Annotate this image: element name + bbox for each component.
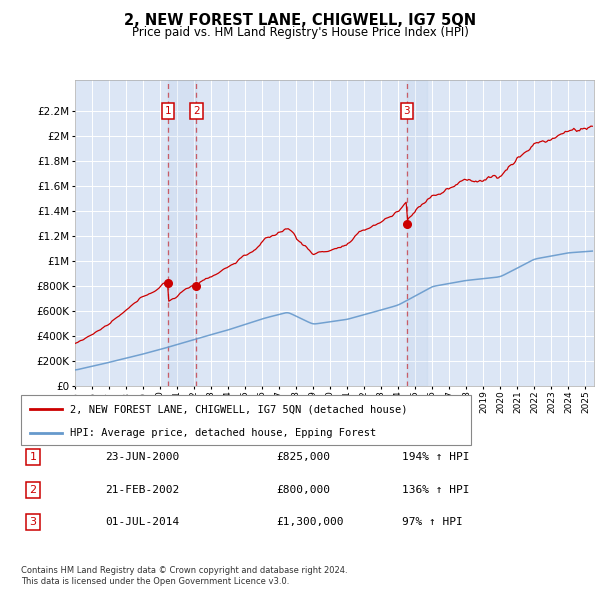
Text: 2, NEW FOREST LANE, CHIGWELL, IG7 5QN (detached house): 2, NEW FOREST LANE, CHIGWELL, IG7 5QN (d… — [71, 404, 408, 414]
Text: Contains HM Land Registry data © Crown copyright and database right 2024.: Contains HM Land Registry data © Crown c… — [21, 566, 347, 575]
Text: £800,000: £800,000 — [276, 485, 330, 494]
Text: £1,300,000: £1,300,000 — [276, 517, 343, 527]
Text: HPI: Average price, detached house, Epping Forest: HPI: Average price, detached house, Eppi… — [71, 428, 377, 438]
Text: 2: 2 — [193, 106, 200, 116]
Text: 3: 3 — [404, 106, 410, 116]
FancyBboxPatch shape — [21, 395, 471, 445]
Text: 2, NEW FOREST LANE, CHIGWELL, IG7 5QN: 2, NEW FOREST LANE, CHIGWELL, IG7 5QN — [124, 13, 476, 28]
Text: 21-FEB-2002: 21-FEB-2002 — [105, 485, 179, 494]
Text: 01-JUL-2014: 01-JUL-2014 — [105, 517, 179, 527]
Text: 194% ↑ HPI: 194% ↑ HPI — [402, 453, 470, 462]
Text: 3: 3 — [29, 517, 37, 527]
Text: 2: 2 — [29, 485, 37, 494]
Bar — [168, 80, 196, 386]
Text: 23-JUN-2000: 23-JUN-2000 — [105, 453, 179, 462]
Text: 1: 1 — [165, 106, 172, 116]
Text: £825,000: £825,000 — [276, 453, 330, 462]
Text: Price paid vs. HM Land Registry's House Price Index (HPI): Price paid vs. HM Land Registry's House … — [131, 26, 469, 39]
Text: 1: 1 — [29, 453, 37, 462]
Text: This data is licensed under the Open Government Licence v3.0.: This data is licensed under the Open Gov… — [21, 577, 289, 586]
Text: 136% ↑ HPI: 136% ↑ HPI — [402, 485, 470, 494]
Text: 97% ↑ HPI: 97% ↑ HPI — [402, 517, 463, 527]
Bar — [407, 80, 427, 386]
